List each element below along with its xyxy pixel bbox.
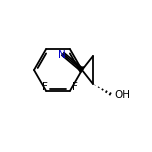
Text: F: F	[72, 82, 78, 92]
Polygon shape	[78, 67, 84, 73]
Text: N: N	[58, 50, 66, 60]
Text: F: F	[42, 82, 48, 92]
Text: OH: OH	[114, 90, 130, 100]
